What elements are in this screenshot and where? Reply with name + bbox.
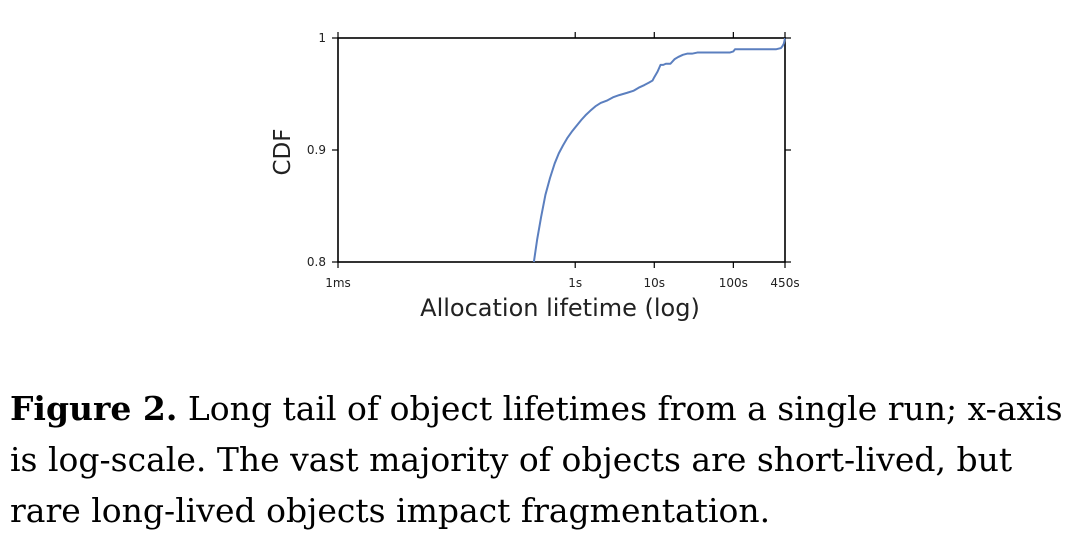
cdf-chart: 1ms 1s 10s 100s 450s 0.8 0.9 1 Allocation life… [270, 31, 800, 322]
y-axis-ticks: 0.8 0.9 1 [307, 31, 791, 269]
x-tick-label: 450s [770, 276, 799, 290]
y-axis-label: CDF [270, 129, 296, 176]
x-tick-label: 10s [644, 276, 666, 290]
series-line-0 [532, 37, 786, 263]
x-axis-label: Allocation lifetime (log) [420, 294, 700, 322]
figure-label: Figure 2. [10, 389, 178, 428]
x-axis-ticks: 1ms 1s 10s 100s 450s [325, 32, 800, 290]
series-layer [532, 37, 786, 263]
y-tick-label: 0.8 [307, 255, 326, 269]
x-tick-label: 100s [719, 276, 748, 290]
x-tick-label: 1s [568, 276, 582, 290]
caption-text: Long tail of object lifetimes from a sin… [10, 389, 1063, 530]
x-tick-label: 1ms [325, 276, 351, 290]
y-tick-label: 1 [318, 31, 326, 45]
y-tick-label: 0.9 [307, 143, 326, 157]
figure-caption: Figure 2. Long tail of object lifetimes … [10, 383, 1065, 536]
